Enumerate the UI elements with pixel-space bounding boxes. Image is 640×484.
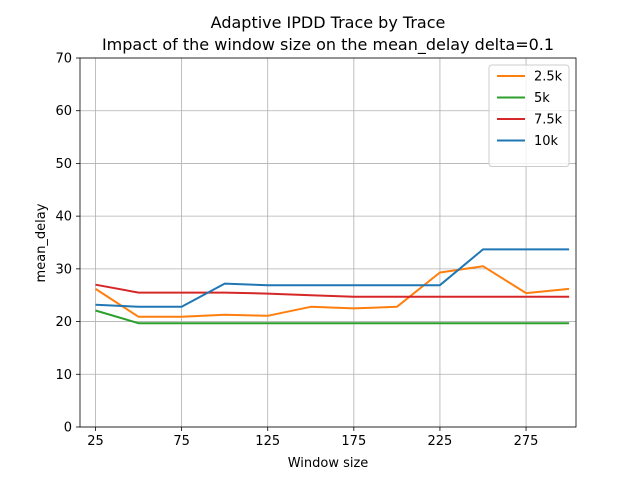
x-tick-label: 175	[341, 434, 366, 449]
y-tick-label: 20	[55, 315, 72, 330]
legend: 2.5k 5k 7.5k 10k	[488, 64, 570, 167]
series-lines	[94, 248, 570, 325]
legend-label: 10k	[534, 134, 559, 149]
x-tick-label: 25	[87, 434, 104, 449]
x-tick-label: 125	[255, 434, 280, 449]
y-tick-label: 50	[55, 157, 72, 172]
x-tick-label: 75	[173, 434, 190, 449]
x-axis-label: Window size	[288, 456, 369, 471]
plot-frame	[79, 57, 577, 428]
legend-label: 2.5k	[534, 70, 563, 85]
series-line-10k	[95, 248, 570, 308]
chart-title: Adaptive IPDD Trace by Trace	[211, 13, 446, 32]
y-axis: 0 10 20 30 40 50 60 70	[55, 52, 80, 436]
legend-label: 5k	[534, 91, 550, 106]
y-tick-label: 70	[55, 52, 72, 67]
y-axis-label: mean_delay	[34, 203, 49, 282]
series-line-5k	[95, 309, 570, 325]
y-tick-label: 10	[55, 368, 72, 383]
y-tick-label: 0	[64, 421, 72, 436]
x-axis: 25 75 125 175 225 275	[87, 427, 538, 449]
series-line-7.5k	[95, 283, 570, 298]
y-tick-label: 40	[55, 210, 72, 225]
x-tick-label: 225	[428, 434, 453, 449]
chart-subtitle: Impact of the window size on the mean_de…	[102, 35, 554, 55]
series-line-2.5k	[94, 265, 570, 318]
legend-label: 7.5k	[534, 113, 563, 128]
y-tick-label: 60	[55, 104, 72, 119]
y-tick-label: 30	[55, 262, 72, 277]
x-tick-label: 275	[514, 434, 539, 449]
